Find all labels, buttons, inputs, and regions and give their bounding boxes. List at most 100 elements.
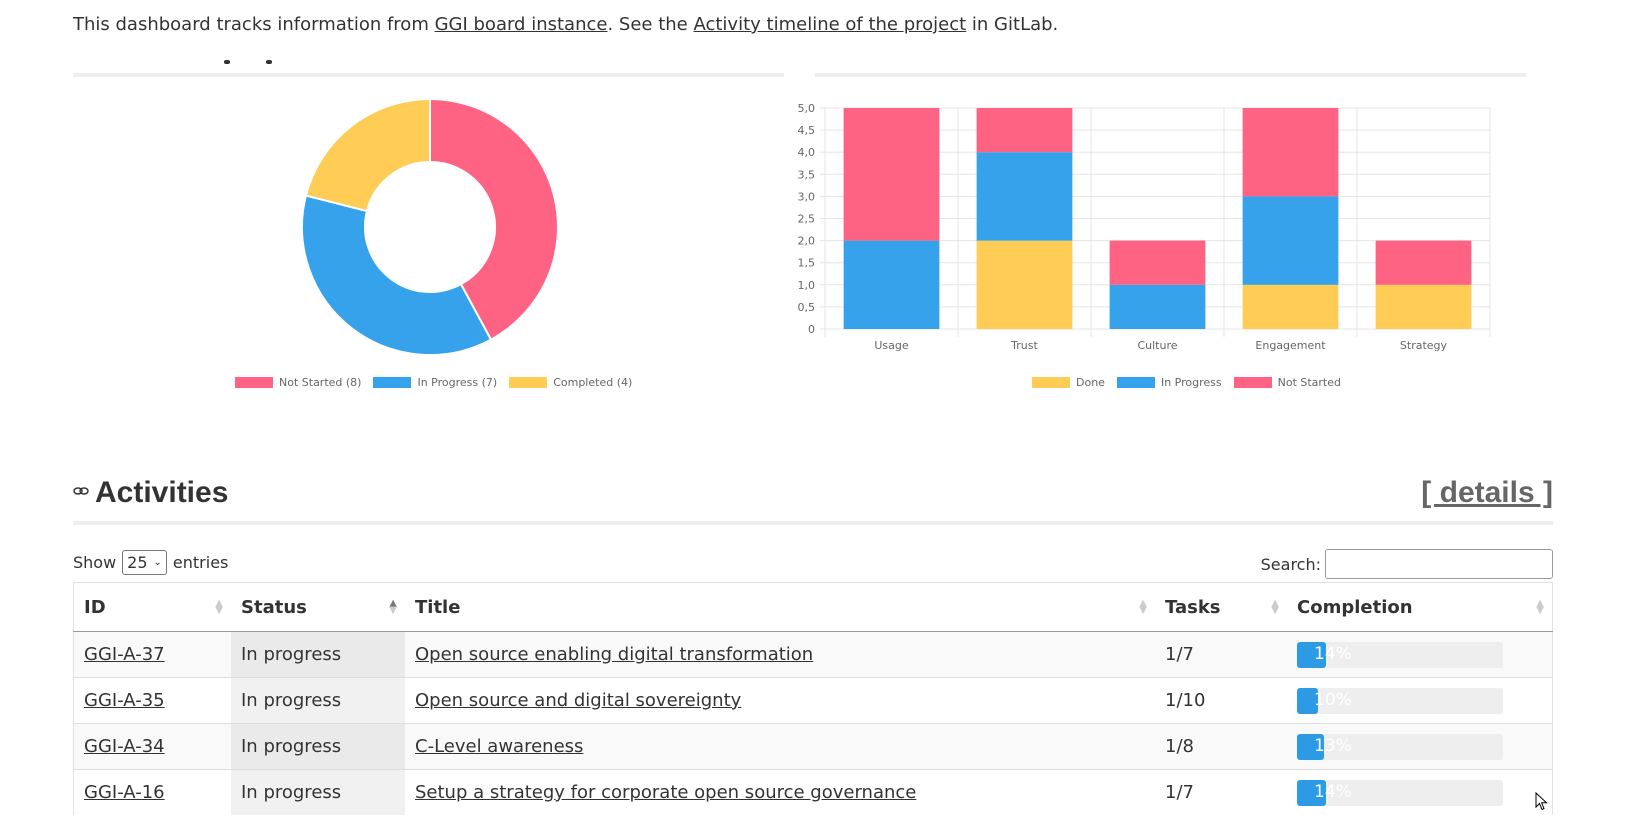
bar-trust-not-started[interactable] <box>976 108 1073 153</box>
search-label: Search: <box>1260 554 1321 574</box>
ggi-board-link[interactable]: GGI board instance <box>434 14 608 35</box>
legend-not-started-swatch <box>235 377 273 388</box>
activity-id-link[interactable]: GGI-A-34 <box>84 736 165 757</box>
link-icon[interactable] <box>73 485 89 501</box>
y-tick-label: 2,5 <box>798 213 816 226</box>
y-tick-label: 1,0 <box>798 279 816 292</box>
y-tick-label: 2,0 <box>798 235 816 248</box>
progress-text: 14% <box>1314 781 1352 802</box>
bar-trust-done[interactable] <box>976 240 1073 329</box>
table-row: GGI-A-34 In progress C-Level awareness 1… <box>73 723 1553 770</box>
bar-engagement-in-progress[interactable] <box>1242 196 1339 285</box>
y-tick-label: 0 <box>808 323 815 336</box>
donut-slice-completed[interactable] <box>304 97 431 213</box>
y-tick-label: 0,5 <box>798 301 816 314</box>
progress-bar: 14% <box>1297 779 1503 806</box>
legend-done-swatch <box>1032 377 1070 388</box>
bar-usage-not-started[interactable] <box>843 108 940 241</box>
column-header-tasks[interactable]: Tasks ▲ ▼ <box>1155 582 1287 632</box>
progress-text: 13% <box>1314 735 1352 756</box>
tasks-cell: 1/7 <box>1155 631 1287 678</box>
intro-middle: . See the <box>607 14 694 35</box>
show-entries: Show 25 ⌄ entries <box>73 550 228 575</box>
progress-bar: 10% <box>1297 687 1503 714</box>
legend-bar-in-progress[interactable]: In Progress <box>1116 376 1222 389</box>
bar-culture-not-started[interactable] <box>1109 240 1206 285</box>
table-row: GGI-A-16 In progress Setup a strategy fo… <box>73 769 1553 815</box>
bar-engagement-done[interactable] <box>1242 284 1339 329</box>
progress-text: 10% <box>1314 689 1352 710</box>
progress-bar-fill <box>1297 779 1326 806</box>
activities-title: Activities <box>95 476 229 509</box>
table-header-row: ID ▲ ▼ Status ▲ ▼ Title ▲ ▼ Tasks ▲ ▼ Comple… <box>73 582 1553 632</box>
activity-id-link[interactable]: GGI-A-35 <box>84 690 165 711</box>
completion-cell: 10% <box>1287 677 1553 724</box>
activity-title-link[interactable]: Setup a strategy for corporate open sour… <box>415 782 917 803</box>
column-header-completion[interactable]: Completion ▲ ▼ <box>1287 582 1553 632</box>
y-tick-label: 3,0 <box>798 190 816 203</box>
activity-id-link[interactable]: GGI-A-37 <box>84 644 165 665</box>
column-header-title[interactable]: Title ▲ ▼ <box>405 582 1155 632</box>
tasks-cell: 1/7 <box>1155 769 1287 815</box>
donut-legend: Not Started (8) In Progress (7) Complete… <box>235 376 644 389</box>
x-tick-label: Usage <box>874 339 909 352</box>
legend-not-started[interactable]: Not Started (8) <box>235 376 361 389</box>
intro-suffix: in GitLab. <box>966 14 1059 35</box>
bar-strategy-done[interactable] <box>1375 284 1472 329</box>
legend-completed[interactable]: Completed (4) <box>509 376 632 389</box>
column-header-status-label: Status <box>241 596 307 618</box>
legend-done[interactable]: Done <box>1032 376 1105 389</box>
legend-done-label: Done <box>1076 376 1105 389</box>
status-cell: In progress <box>231 677 405 724</box>
legend-in-progress[interactable]: In Progress (7) <box>373 376 497 389</box>
legend-bar-not-started[interactable]: Not Started <box>1233 376 1341 389</box>
donut-slice-in-progress[interactable] <box>301 194 493 356</box>
table-row: GGI-A-35 In progress Open source and dig… <box>73 677 1553 724</box>
activity-id-link[interactable]: GGI-A-16 <box>84 782 165 803</box>
x-tick-label: Engagement <box>1255 339 1326 352</box>
sort-icon: ▲ ▼ <box>1536 598 1544 616</box>
bar-trust-in-progress[interactable] <box>976 152 1073 241</box>
entries-select[interactable]: 25 ⌄ <box>122 550 167 575</box>
mouse-cursor-icon <box>1535 792 1548 811</box>
completion-cell: 13% <box>1287 723 1553 770</box>
bar-culture-in-progress[interactable] <box>1109 284 1206 329</box>
y-tick-label: 4,5 <box>798 124 816 137</box>
completion-cell: 14% <box>1287 769 1553 815</box>
activity-title-link[interactable]: Open source and digital sovereignty <box>415 690 742 711</box>
legend-completed-label: Completed (4) <box>553 376 633 389</box>
progress-bar: 14% <box>1297 641 1503 668</box>
legend-bar-in-progress-swatch <box>1116 377 1155 388</box>
column-header-id[interactable]: ID ▲ ▼ <box>73 582 231 632</box>
intro-prefix: This dashboard tracks information from <box>73 14 435 35</box>
legend-in-progress-label: In Progress (7) <box>417 376 498 389</box>
column-header-status[interactable]: Status ▲ ▼ <box>231 582 405 632</box>
activity-title-link[interactable]: C-Level awareness <box>415 736 584 757</box>
bar-section-divider <box>815 73 1526 77</box>
sort-asc-icon: ▲ ▼ <box>389 598 397 616</box>
bar-usage-in-progress[interactable] <box>843 240 940 329</box>
progress-bar: 13% <box>1297 733 1503 760</box>
x-tick-label: Trust <box>1010 339 1038 352</box>
column-header-title-label: Title <box>415 596 461 618</box>
cut-off-heading <box>210 56 290 66</box>
legend-bar-in-progress-label: In Progress <box>1160 376 1222 389</box>
chevron-down-icon: ⌄ <box>153 557 162 568</box>
bar-strategy-not-started[interactable] <box>1375 240 1472 285</box>
progress-text: 14% <box>1314 643 1352 664</box>
x-tick-label: Strategy <box>1400 339 1448 352</box>
donut-slice-not-started[interactable] <box>429 97 559 341</box>
bar-engagement-not-started[interactable] <box>1242 108 1339 197</box>
sort-icon: ▲ ▼ <box>215 598 223 616</box>
legend-bar-not-started-label: Not Started <box>1277 376 1341 389</box>
activity-title-link[interactable]: Open source enabling digital transformat… <box>415 644 814 665</box>
activities-heading: Activities <box>73 476 228 510</box>
bar-legend: Done In Progress Not Started <box>1032 376 1353 389</box>
activities-table: ID ▲ ▼ Status ▲ ▼ Title ▲ ▼ Tasks ▲ ▼ Comple… <box>73 582 1553 815</box>
activity-timeline-link[interactable]: Activity timeline of the project <box>693 14 967 35</box>
search-input[interactable] <box>1325 549 1553 579</box>
tasks-cell: 1/10 <box>1155 677 1287 724</box>
donut-section-divider <box>73 73 784 77</box>
details-link[interactable]: [ details ] <box>1421 476 1553 509</box>
column-header-tasks-label: Tasks <box>1165 596 1221 618</box>
